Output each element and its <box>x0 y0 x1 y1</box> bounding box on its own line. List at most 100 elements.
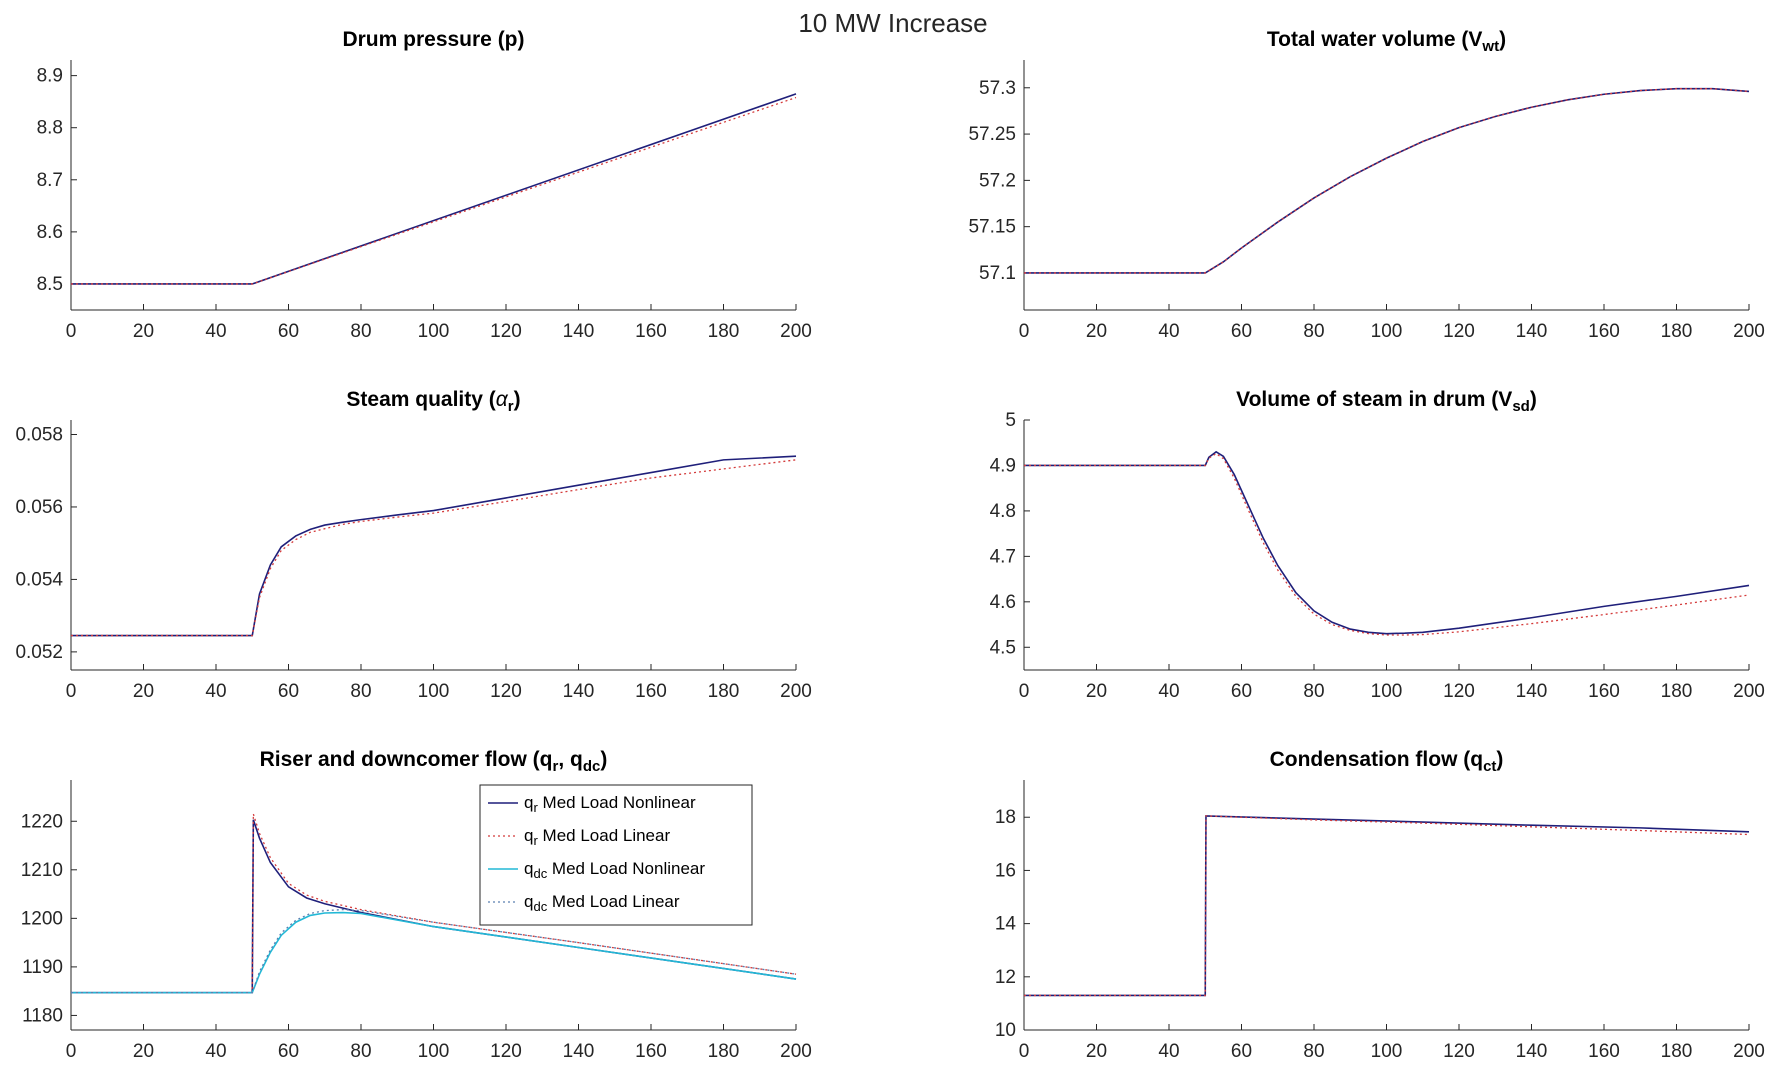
x-tick-label: 100 <box>1371 321 1403 342</box>
y-tick-label: 12 <box>995 967 1016 988</box>
x-tick-label: 60 <box>278 1041 299 1062</box>
legend: qr Med Load Nonlinear qr Med Load Linear q… <box>479 784 753 926</box>
y-tick-label: 5 <box>1005 410 1016 431</box>
series-line-nonlinear <box>1024 450 1750 635</box>
x-tick-label: 100 <box>418 681 450 702</box>
x-tick-label: 180 <box>708 681 740 702</box>
subplot-title: Volume of steam in drum (Vsd) <box>1236 388 1537 415</box>
legend-box <box>479 784 753 926</box>
y-tick-label: 4.7 <box>990 546 1016 567</box>
y-tick-label: 14 <box>995 914 1017 935</box>
series-line-nonlinear <box>71 93 797 285</box>
subplot-title: Total water volume (Vwt) <box>1267 28 1506 55</box>
y-tick-label: 4.9 <box>990 455 1016 476</box>
x-tick-label: 160 <box>635 321 667 342</box>
x-tick-label: 20 <box>1086 1041 1107 1062</box>
subplot-title: Riser and downcomer flow (qr, qdc) <box>260 748 608 775</box>
x-tick-label: 140 <box>1516 681 1548 702</box>
x-tick-label: 200 <box>780 1041 812 1062</box>
subplot-title: Steam quality (αr) <box>346 388 520 415</box>
x-tick-label: 120 <box>1443 1041 1475 1062</box>
x-tick-label: 180 <box>708 321 740 342</box>
x-tick-label: 80 <box>350 321 371 342</box>
x-tick-label: 180 <box>1661 321 1693 342</box>
x-tick-label: 40 <box>1158 681 1179 702</box>
x-tick-label: 100 <box>418 321 450 342</box>
series-line-dc_nonlinear <box>71 911 797 994</box>
x-tick-label: 100 <box>1371 681 1403 702</box>
y-tick-label: 16 <box>995 860 1016 881</box>
subplot-5: Riser and downcomer flow (qr, qdc) 0 20 40 6… <box>21 748 812 1062</box>
figure-super-title: 10 MW Increase <box>798 8 988 38</box>
x-tick-label: 120 <box>490 321 522 342</box>
x-tick-label: 20 <box>1086 681 1107 702</box>
x-tick-label: 180 <box>1661 1041 1693 1062</box>
x-tick-label: 140 <box>1516 1041 1548 1062</box>
x-tick-label: 20 <box>133 1041 154 1062</box>
x-tick-label: 120 <box>490 1041 522 1062</box>
subplot-3: Steam quality (αr) 0 20 40 60 80 100 120 140 160 1… <box>15 388 811 702</box>
x-tick-label: 80 <box>1303 321 1324 342</box>
y-tick-label: 4.6 <box>990 592 1016 613</box>
x-tick-label: 60 <box>1231 681 1252 702</box>
x-tick-label: 100 <box>1371 1041 1403 1062</box>
x-tick-label: 80 <box>350 681 371 702</box>
y-tick-label: 4.5 <box>990 637 1016 658</box>
x-tick-label: 0 <box>66 681 77 702</box>
y-tick-label: 1180 <box>22 1005 63 1026</box>
y-tick-label: 1220 <box>21 811 63 832</box>
x-tick-label: 40 <box>205 681 226 702</box>
x-tick-label: 200 <box>1733 1041 1765 1062</box>
series-line-linear <box>1024 452 1750 636</box>
x-tick-label: 140 <box>563 681 595 702</box>
y-tick-label: 57.2 <box>979 170 1016 191</box>
subplot-2: Total water volume (Vwt) 0 20 40 60 80 100 120 1… <box>968 28 1764 342</box>
series-line-linear <box>71 459 797 637</box>
subplot-6: Condensation flow (qct) 0 20 40 60 80 100 120 14… <box>995 748 1765 1062</box>
series-line-nonlinear <box>71 455 797 637</box>
series-line-nonlinear <box>1024 815 1750 997</box>
y-tick-label: 57.1 <box>979 263 1016 284</box>
x-tick-label: 120 <box>1443 321 1475 342</box>
subplot-title: Drum pressure (p) <box>342 28 524 51</box>
y-tick-label: 4.8 <box>990 501 1016 522</box>
subplot-title: Condensation flow (qct) <box>1270 748 1504 775</box>
y-tick-label: 0.056 <box>15 497 63 518</box>
x-tick-label: 80 <box>1303 1041 1324 1062</box>
y-tick-label: 18 <box>995 807 1016 828</box>
x-tick-label: 60 <box>278 681 299 702</box>
x-tick-label: 20 <box>133 681 154 702</box>
x-tick-label: 20 <box>1086 321 1107 342</box>
x-tick-label: 40 <box>205 1041 226 1062</box>
x-tick-label: 200 <box>780 321 812 342</box>
x-tick-label: 40 <box>1158 1041 1179 1062</box>
legend-label: qdc Med Load Nonlinear <box>524 859 705 881</box>
x-tick-label: 60 <box>278 321 299 342</box>
y-tick-label: 57.3 <box>979 78 1016 99</box>
series-line-linear <box>1024 88 1750 274</box>
x-tick-label: 160 <box>635 1041 667 1062</box>
x-tick-label: 200 <box>780 681 812 702</box>
y-tick-label: 8.5 <box>37 274 63 295</box>
x-tick-label: 0 <box>1019 321 1030 342</box>
x-tick-label: 120 <box>1443 681 1475 702</box>
series-line-nonlinear <box>1024 87 1750 274</box>
legend-label: qr Med Load Nonlinear <box>524 793 696 815</box>
y-tick-label: 1210 <box>21 860 63 881</box>
x-tick-label: 140 <box>563 321 595 342</box>
y-tick-label: 0.054 <box>15 569 63 590</box>
x-tick-label: 160 <box>635 681 667 702</box>
y-tick-label: 8.9 <box>37 66 63 87</box>
x-tick-label: 140 <box>563 1041 595 1062</box>
y-tick-label: 0.058 <box>15 424 63 445</box>
x-tick-label: 40 <box>1158 321 1179 342</box>
y-tick-label: 0.052 <box>15 642 63 663</box>
x-tick-label: 180 <box>1661 681 1693 702</box>
x-tick-label: 0 <box>1019 1041 1030 1062</box>
x-tick-label: 40 <box>205 321 226 342</box>
y-tick-label: 8.8 <box>37 118 63 139</box>
series-line-linear <box>71 96 797 285</box>
x-tick-label: 0 <box>1019 681 1030 702</box>
y-tick-label: 8.6 <box>37 222 63 243</box>
